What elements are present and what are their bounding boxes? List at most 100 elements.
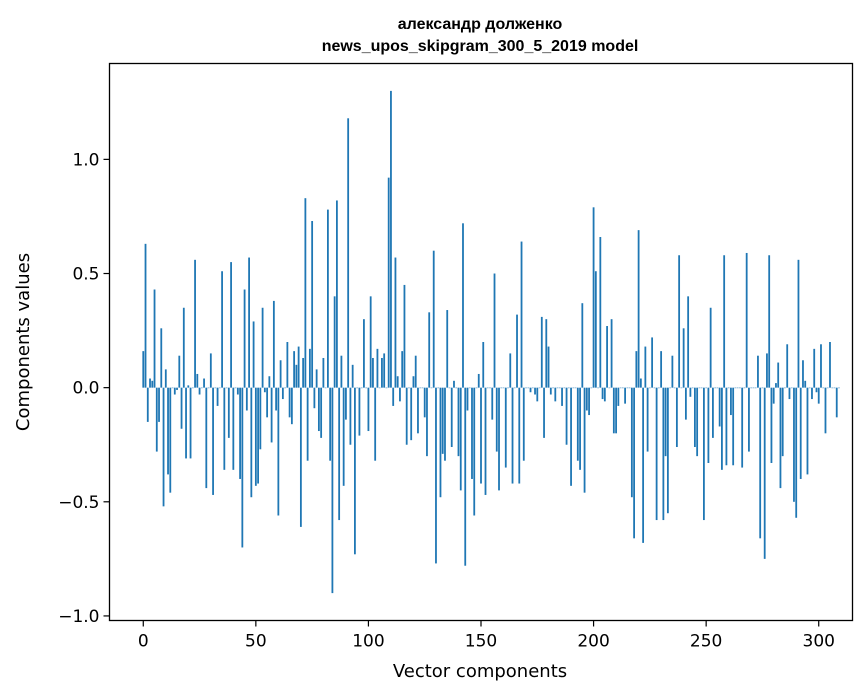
bar [687,296,690,388]
bar [628,387,631,389]
bar [171,387,174,389]
bar [608,387,611,389]
bar [766,353,768,388]
bar [158,387,160,422]
bar [513,387,516,389]
bar [288,387,291,418]
bar [367,387,370,432]
bar [164,369,167,388]
bar [734,387,737,389]
bar [486,387,489,389]
bar [808,387,811,389]
x-tick-label: 50 [245,632,267,652]
bar [207,387,210,389]
bar [511,387,514,484]
bar [331,387,334,594]
bar [324,387,327,389]
bar [739,387,741,389]
bar [421,387,424,389]
bar [693,387,696,448]
y-axis-label: Components values [13,253,34,431]
bar [689,387,692,397]
bar [680,387,683,389]
bar [203,378,205,388]
bar [495,387,498,452]
bar [703,387,705,521]
bar [216,387,219,406]
bar [784,387,786,389]
bar [527,387,530,389]
bar [820,344,822,388]
bar [781,387,784,457]
chart-title-line2: news_upos_skipgram_300_5_2019 model [322,38,639,55]
bar [308,348,311,388]
x-axis-label: Vector components [393,661,567,682]
bar [795,387,798,518]
bar [191,387,194,389]
bar [245,387,248,411]
bar [619,387,622,389]
bar [678,255,681,388]
bar [187,385,190,388]
bar [473,387,476,516]
bar [167,387,169,475]
bar [394,257,397,388]
bar [750,387,753,389]
bar [212,387,214,495]
bar [315,369,318,388]
bar [489,387,491,389]
bar [374,387,377,461]
bar [592,207,595,388]
bar [727,387,730,389]
bar [408,387,410,389]
y-tick-label: 0.5 [72,265,99,285]
x-tick-label: 300 [803,632,835,652]
bar [718,387,721,427]
bar [610,319,613,388]
bar [507,387,509,389]
bar [786,344,789,388]
bar [317,387,320,432]
bar [261,307,264,388]
bar [646,387,649,452]
bar [790,387,793,389]
bar [822,387,825,389]
bar [549,387,552,395]
bar [437,387,440,389]
bar [748,387,750,452]
bar [579,387,581,470]
bar [248,257,250,388]
bar [464,387,467,566]
bar [205,387,208,489]
bar [590,387,593,389]
bar [383,353,386,388]
bar [723,255,726,388]
bar [709,307,712,388]
bar [230,262,232,388]
bar [793,387,795,502]
bar [824,387,827,434]
bar [178,355,181,388]
bar [351,364,354,388]
bar [639,378,642,388]
bar [493,273,496,388]
bar [430,387,433,389]
bar [655,387,658,521]
bar [457,387,460,457]
bar [730,387,732,416]
y-tick-label: −1.0 [58,607,99,627]
y-axis-ticks: −1.0 −0.5 0.0 0.5 1.0 [58,150,110,627]
bar [252,321,255,388]
bar [741,387,744,468]
bar [588,387,590,416]
bar [502,387,505,389]
bar [691,387,694,389]
bar [311,221,314,388]
chart-title-line1: александр долженко [398,16,563,33]
bar [180,387,183,429]
bar [583,387,586,493]
bar [763,387,766,559]
bar [403,284,406,388]
bar [345,387,347,420]
bar [757,355,759,388]
